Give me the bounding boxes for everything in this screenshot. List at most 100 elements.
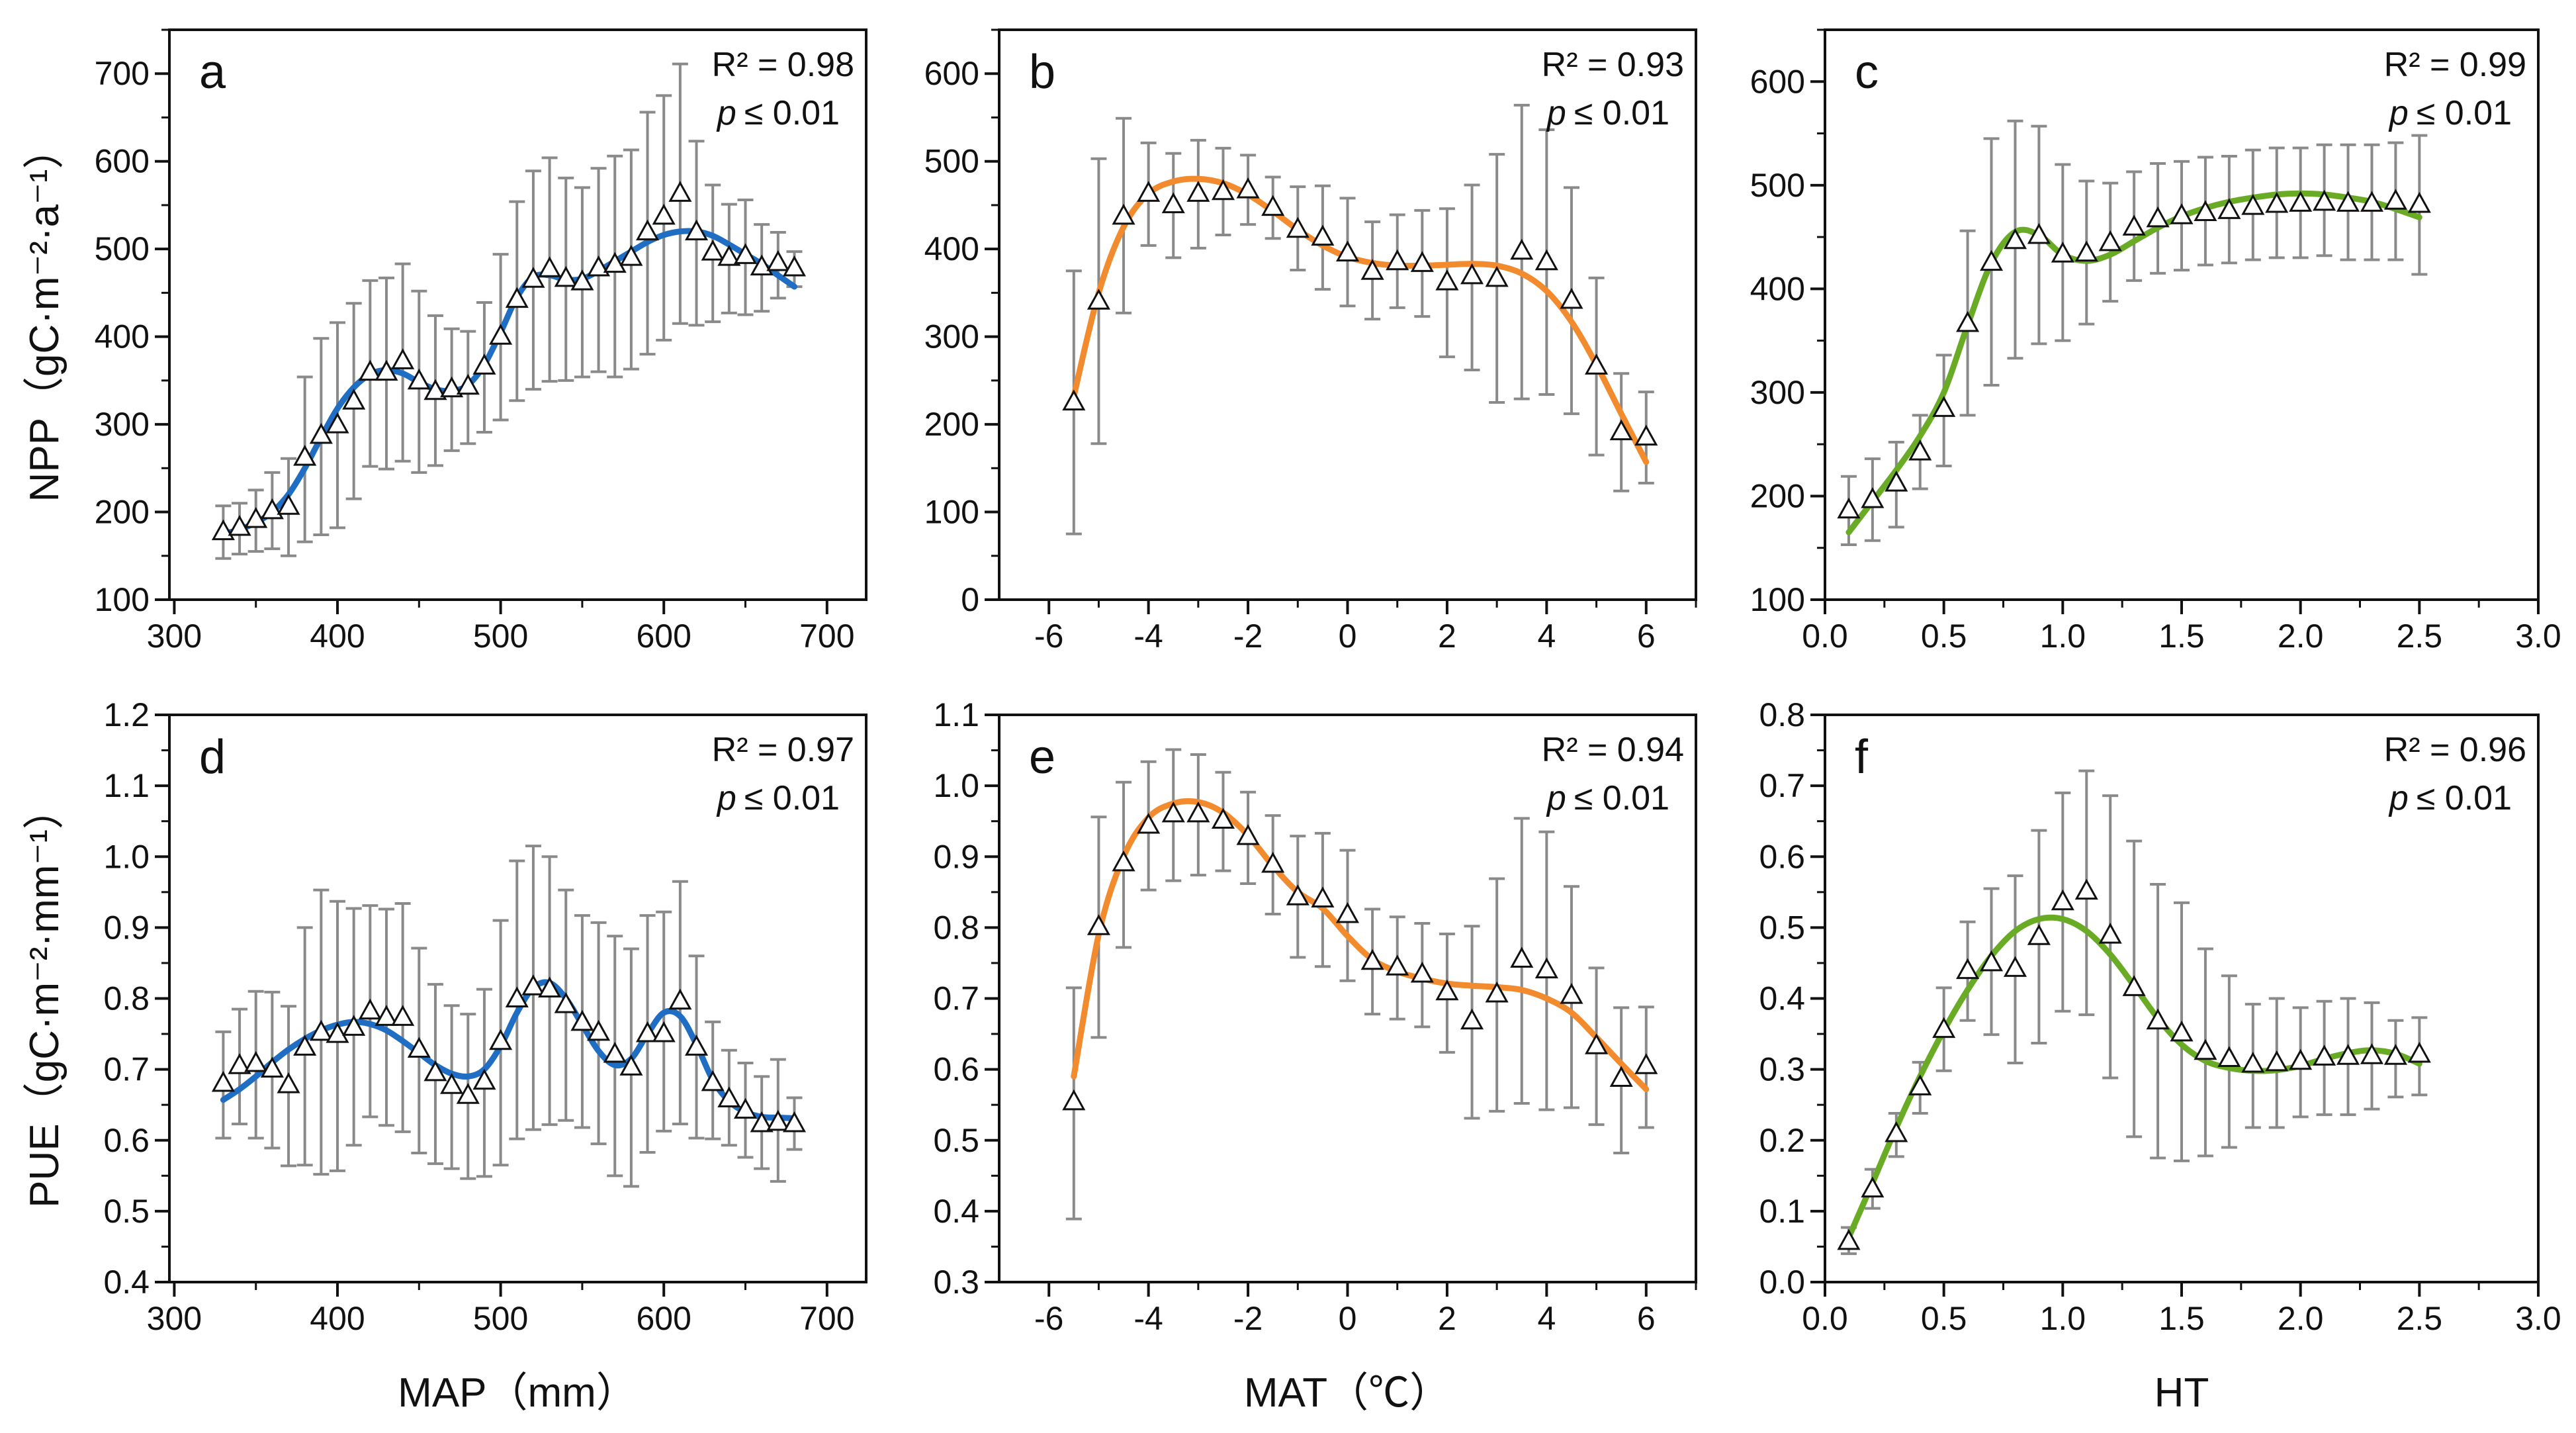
data-point-triangle bbox=[1956, 310, 1980, 332]
p-symbol: p bbox=[716, 779, 736, 817]
data-point-triangle bbox=[636, 219, 660, 241]
panel-d: 300 400 500 600 700 0.4 0.5 0.6 0.7 0.8 0.9 1.0 1.1 1… bbox=[103, 696, 867, 1337]
data-point-triangle bbox=[1435, 979, 1459, 1001]
data-point-triangle bbox=[2074, 240, 2098, 262]
y-tick-label: 100 bbox=[1750, 581, 1805, 618]
data-point-triangle bbox=[1286, 216, 1310, 238]
x-tick-label: -4 bbox=[1133, 618, 1163, 655]
data-point-triangle bbox=[2217, 1046, 2241, 1067]
data-point-triangle bbox=[684, 219, 709, 241]
data-point-triangle bbox=[717, 1086, 741, 1108]
data-point-triangle bbox=[2383, 1044, 2407, 1065]
x-axis-title-map: MAP（mm） bbox=[398, 1370, 637, 1416]
y-tick-label: 0.4 bbox=[103, 1264, 150, 1301]
data-point-triangle bbox=[1510, 238, 1534, 260]
data-point-triangle bbox=[2074, 878, 2098, 900]
data-point-triangle bbox=[2051, 242, 2074, 263]
data-point-triangle bbox=[1560, 287, 1583, 309]
data-point-triangle bbox=[2098, 230, 2122, 252]
data-point-triangle bbox=[326, 1021, 349, 1043]
data-point-triangle bbox=[1386, 249, 1409, 271]
x-tick-label: 500 bbox=[473, 1300, 528, 1337]
y-tick-label: 0.8 bbox=[1759, 696, 1805, 733]
x-tick-label: 0 bbox=[1339, 1300, 1357, 1337]
y-tick-label: 0.6 bbox=[933, 1051, 979, 1088]
data-point-triangle bbox=[2241, 1051, 2265, 1073]
data-point-triangle bbox=[2265, 191, 2289, 213]
x-tick-label: 300 bbox=[147, 1300, 202, 1337]
y-tick-label: 200 bbox=[924, 406, 979, 443]
data-point-triangle bbox=[2122, 214, 2146, 236]
data-point-triangle bbox=[587, 1019, 611, 1041]
data-point-triangle bbox=[2027, 222, 2051, 244]
data-point-triangle bbox=[260, 1056, 284, 1078]
data-point-triangle bbox=[619, 244, 643, 266]
x-tick-label: -2 bbox=[1233, 618, 1263, 655]
data-point-triangle bbox=[1236, 177, 1260, 199]
data-point-triangle bbox=[570, 269, 594, 291]
data-point-triangle bbox=[2289, 1048, 2313, 1070]
x-tick-label: 0.5 bbox=[1921, 1300, 1967, 1337]
p-symbol: p bbox=[2388, 94, 2409, 132]
y-tick-label: 200 bbox=[1750, 477, 1805, 514]
data-point-triangle bbox=[2217, 198, 2241, 219]
x-tick-label: 1.5 bbox=[2158, 1300, 2205, 1337]
data-point-triangle bbox=[2003, 956, 2027, 977]
data-point-triangle bbox=[668, 181, 692, 202]
y-tick-label: 0.7 bbox=[933, 980, 979, 1017]
data-point-triangle bbox=[2336, 191, 2360, 212]
data-point-triangle bbox=[505, 287, 529, 308]
data-point-triangle bbox=[489, 1029, 513, 1050]
data-point-triangle bbox=[1956, 958, 1980, 980]
data-point-triangle bbox=[2003, 228, 2027, 250]
plot-frame bbox=[168, 714, 867, 1283]
x-tick-label: 1.5 bbox=[2158, 618, 2205, 655]
x-tick-label: -6 bbox=[1034, 618, 1063, 655]
x-axis-title-ht: HT bbox=[2154, 1370, 2209, 1416]
p-symbol: p bbox=[1546, 779, 1566, 817]
y-tick-label: 300 bbox=[1750, 374, 1805, 411]
data-point-triangle bbox=[1932, 1017, 1956, 1039]
data-point-triangle bbox=[750, 254, 774, 276]
data-point-triangle bbox=[1211, 808, 1235, 829]
data-point-triangle bbox=[1585, 1033, 1609, 1054]
panel-letter: d bbox=[199, 731, 226, 784]
data-point-triangle bbox=[1435, 269, 1459, 291]
y-tick-label: 0.2 bbox=[1759, 1122, 1805, 1159]
data-point-triangle bbox=[652, 1021, 676, 1042]
y-tick-label: 0.9 bbox=[933, 838, 979, 875]
data-point-triangle bbox=[326, 412, 349, 434]
panel-letter: e bbox=[1029, 731, 1055, 784]
data-point-triangle bbox=[619, 1054, 643, 1076]
data-point-triangle bbox=[1335, 901, 1360, 923]
data-point-triangle bbox=[2051, 889, 2074, 911]
y-tick-label: 0.5 bbox=[1759, 909, 1805, 946]
data-point-triangle bbox=[521, 267, 545, 288]
data-point-triangle bbox=[1885, 1121, 1908, 1142]
y-tick-label: 0.5 bbox=[103, 1193, 150, 1230]
data-point-triangle bbox=[1485, 981, 1509, 1003]
x-tick-label: 600 bbox=[636, 618, 691, 655]
data-point-triangle bbox=[472, 353, 496, 375]
x-tick-label: -6 bbox=[1034, 1300, 1063, 1337]
panel-c: 0.0 0.5 1.0 1.5 2.0 2.5 3.0 100 200 300 400 500 600 c… bbox=[1750, 28, 2561, 655]
y-tick-label: 0.5 bbox=[933, 1122, 979, 1159]
p-value-label: p ≤ 0.01 bbox=[716, 779, 840, 817]
data-point-triangle bbox=[1286, 884, 1310, 905]
data-point-triangle bbox=[1585, 353, 1609, 375]
data-point-triangle bbox=[2289, 191, 2313, 212]
data-point-triangle bbox=[1837, 497, 1861, 519]
x-tick-label: 0.0 bbox=[1802, 618, 1848, 655]
data-point-triangle bbox=[1410, 251, 1434, 272]
panel-f: 0.0 0.5 1.0 1.5 2.0 2.5 3.0 0.0 0.1 0.2 0.3 0.4 0.5 0… bbox=[1759, 696, 2561, 1337]
panel-letter: a bbox=[199, 46, 226, 99]
data-point-triangle bbox=[554, 265, 578, 287]
panel-a: 300 400 500 600 700 100 200 300 400 500 600 700 a R² … bbox=[95, 28, 867, 655]
data-point-triangle bbox=[1137, 812, 1161, 834]
data-point-triangle bbox=[277, 1072, 300, 1093]
data-point-triangle bbox=[1460, 263, 1484, 285]
data-point-triangle bbox=[1112, 850, 1135, 872]
data-point-triangle bbox=[2146, 206, 2170, 228]
data-point-triangle bbox=[293, 444, 317, 466]
x-tick-label: 1.0 bbox=[2040, 618, 2086, 655]
